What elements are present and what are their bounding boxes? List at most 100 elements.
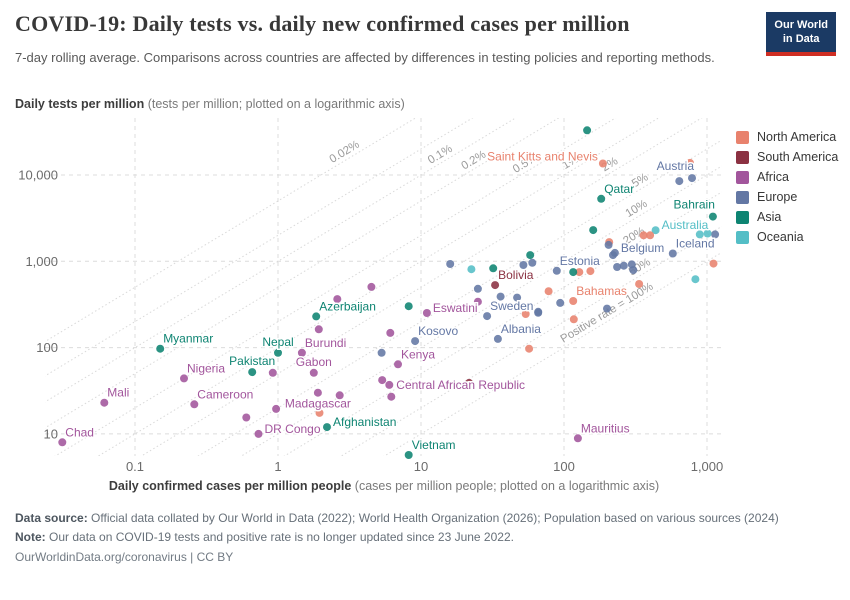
country-label-estonia: Estonia: [560, 254, 600, 268]
data-point-austria[interactable]: [688, 174, 696, 183]
data-point-unlabeled[interactable]: [583, 126, 592, 135]
data-point-mali[interactable]: [100, 398, 109, 407]
data-point-unlabeled[interactable]: [534, 307, 543, 316]
y-axis-title: Daily tests per million (tests per milli…: [15, 97, 405, 111]
data-point-unlabeled[interactable]: [473, 284, 482, 293]
data-point-kosovo[interactable]: [411, 337, 420, 346]
country-label-kosovo: Kosovo: [418, 324, 458, 338]
data-point-afghanistan[interactable]: [323, 423, 331, 432]
data-point-unlabeled[interactable]: [315, 408, 324, 417]
data-point-pakistan[interactable]: [248, 368, 257, 377]
data-point-unlabeled[interactable]: [333, 295, 342, 304]
data-point-unlabeled[interactable]: [711, 230, 720, 239]
data-point-saint-kitts-and-nevis[interactable]: [598, 159, 607, 168]
data-point-gabon[interactable]: [309, 368, 318, 377]
data-point-burundi[interactable]: [297, 348, 306, 357]
data-point-unlabeled[interactable]: [629, 266, 638, 275]
x-axis-title: Daily confirmed cases per million people…: [0, 479, 768, 493]
legend-item-europe[interactable]: Europe: [736, 190, 838, 204]
data-point-unlabeled[interactable]: [367, 282, 376, 291]
country-label-chad: Chad: [65, 425, 94, 439]
data-point-unlabeled[interactable]: [387, 392, 396, 401]
data-point-unlabeled[interactable]: [691, 275, 700, 284]
data-point-sweden[interactable]: [483, 312, 492, 321]
data-point-unlabeled[interactable]: [635, 280, 644, 288]
data-point-unlabeled[interactable]: [589, 226, 598, 235]
data-point-unlabeled[interactable]: [489, 264, 498, 273]
legend-item-oceania[interactable]: Oceania: [736, 230, 838, 244]
legend-item-north-america[interactable]: North America: [736, 130, 838, 144]
data-point-nigeria[interactable]: [180, 374, 188, 383]
data-point-unlabeled[interactable]: [709, 259, 718, 268]
data-point-dr-congo[interactable]: [254, 429, 263, 438]
data-point-mauritius[interactable]: [573, 434, 582, 443]
data-point-australia[interactable]: [651, 226, 660, 235]
data-point-unlabeled[interactable]: [446, 260, 455, 268]
data-point-unlabeled[interactable]: [526, 251, 535, 260]
data-point-unlabeled[interactable]: [521, 310, 530, 318]
data-point-unlabeled[interactable]: [335, 391, 344, 400]
data-point-central-african-republic[interactable]: [385, 380, 394, 389]
data-point-myanmar[interactable]: [156, 344, 165, 353]
data-point-unlabeled[interactable]: [378, 376, 387, 385]
data-point-estonia[interactable]: [552, 266, 561, 275]
country-label-bahamas: Bahamas: [576, 284, 627, 298]
legend-item-south-america[interactable]: South America: [736, 150, 838, 164]
data-point-unlabeled[interactable]: [619, 261, 628, 270]
data-point-unlabeled[interactable]: [609, 251, 617, 260]
data-point-kenya[interactable]: [394, 360, 402, 369]
chart-subtitle: 7-day rolling average. Comparisons acros…: [15, 50, 715, 65]
data-point-unlabeled[interactable]: [377, 348, 386, 357]
data-point-unlabeled[interactable]: [519, 261, 528, 269]
data-point-unlabeled[interactable]: [575, 268, 584, 277]
data-point-unlabeled[interactable]: [268, 368, 277, 377]
data-point-eswatini[interactable]: [422, 309, 431, 317]
data-point-nepal[interactable]: [274, 348, 282, 357]
data-point-unlabeled[interactable]: [544, 287, 553, 296]
data-point-qatar[interactable]: [597, 194, 606, 203]
data-point-chad[interactable]: [58, 438, 67, 447]
data-point-madagascar[interactable]: [313, 388, 322, 397]
data-point-unlabeled[interactable]: [525, 344, 534, 353]
data-point-azerbaijan[interactable]: [312, 312, 321, 321]
data-point-unlabeled[interactable]: [556, 298, 565, 307]
data-point-unlabeled[interactable]: [473, 297, 482, 306]
data-point-unlabeled[interactable]: [386, 328, 395, 337]
data-point-bahamas[interactable]: [569, 297, 578, 305]
data-point-unlabeled[interactable]: [586, 267, 595, 276]
data-point-unlabeled[interactable]: [603, 304, 611, 313]
data-point-cameroon[interactable]: [190, 400, 199, 409]
data-point-unlabeled[interactable]: [465, 378, 474, 387]
country-label-cameroon: Cameroon: [197, 387, 253, 401]
data-point-unlabeled[interactable]: [404, 302, 413, 311]
data-source-text: Official data collated by Our World in D…: [87, 511, 779, 525]
data-point-unlabeled[interactable]: [639, 231, 648, 240]
data-point-unlabeled[interactable]: [496, 292, 505, 301]
rate-line: [383, 251, 722, 456]
data-point-iceland[interactable]: [668, 249, 677, 258]
legend-item-asia[interactable]: Asia: [736, 210, 838, 224]
data-point-unlabeled[interactable]: [467, 265, 476, 274]
data-point-bahrain[interactable]: [708, 212, 717, 221]
data-point-unlabeled[interactable]: [569, 315, 578, 324]
data-point-unlabeled[interactable]: [675, 177, 684, 186]
data-point-unlabeled[interactable]: [513, 293, 522, 302]
country-label-burundi: Burundi: [305, 336, 346, 350]
data-point-unlabeled[interactable]: [703, 229, 712, 238]
data-point-unlabeled[interactable]: [695, 230, 704, 239]
data-point-vietnam[interactable]: [404, 451, 413, 459]
legend-item-africa[interactable]: Africa: [736, 170, 838, 184]
data-point-unlabeled[interactable]: [242, 413, 251, 422]
data-point-albania[interactable]: [493, 334, 502, 343]
data-point-unlabeled[interactable]: [272, 404, 281, 413]
country-label-iceland: Iceland: [676, 237, 715, 251]
data-point-unlabeled[interactable]: [569, 268, 578, 277]
data-point-unlabeled[interactable]: [646, 231, 655, 240]
data-point-unlabeled[interactable]: [604, 240, 613, 249]
chart-footer: Data source: Official data collated by O…: [15, 509, 820, 567]
data-point-unlabeled[interactable]: [686, 158, 694, 167]
data-point-unlabeled[interactable]: [314, 325, 323, 334]
data-point-unlabeled[interactable]: [613, 263, 622, 271]
data-point-unlabeled[interactable]: [528, 258, 537, 267]
data-point-bolivia[interactable]: [491, 281, 500, 290]
